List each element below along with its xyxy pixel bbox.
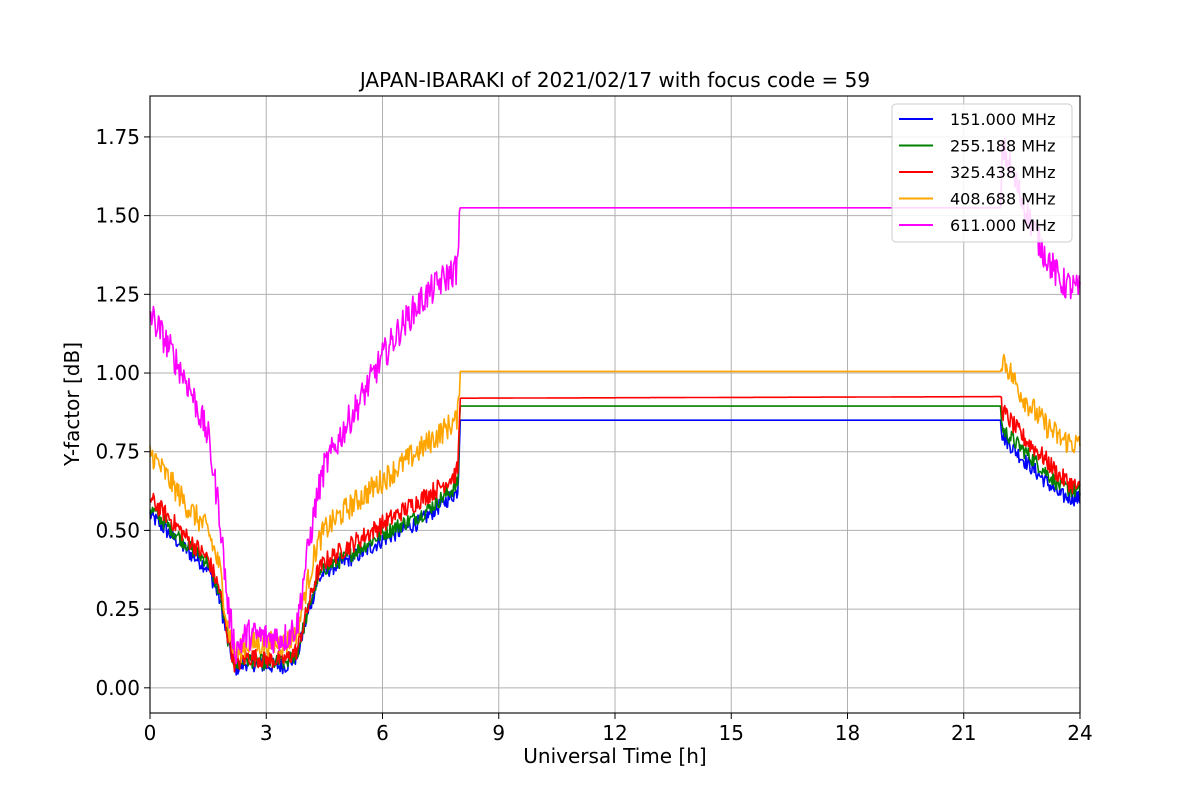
series-line-2 xyxy=(149,395,1081,673)
x-tick-label: 9 xyxy=(492,721,505,745)
x-tick-label: 24 xyxy=(1067,721,1092,745)
y-ticks: 0.00 0.25 0.50 0.75 1.00 1.25 1.50 1.75 xyxy=(95,125,150,700)
y-tick-label: 1.00 xyxy=(95,361,140,385)
legend-label: 255.188 MHz xyxy=(950,137,1055,156)
x-tick-label: 21 xyxy=(951,721,976,745)
legend-label: 325.438 MHz xyxy=(950,163,1055,182)
y-tick-label: 1.25 xyxy=(95,282,140,306)
y-tick-label: 0.25 xyxy=(95,597,140,621)
legend-label: 151.000 MHz xyxy=(950,110,1055,129)
y-tick-label: 1.75 xyxy=(95,125,140,149)
legend-box xyxy=(891,103,1073,243)
x-ticks: 0 3 6 9 12 15 18 21 24 xyxy=(144,713,1093,745)
x-axis-label: Universal Time [h] xyxy=(523,744,706,768)
legend-label: 611.000 MHz xyxy=(950,216,1055,235)
chart-title: JAPAN-IBARAKI of 2021/02/17 with focus c… xyxy=(358,68,870,92)
x-tick-label: 0 xyxy=(144,721,157,745)
x-tick-label: 3 xyxy=(260,721,273,745)
x-tick-label: 12 xyxy=(602,721,627,745)
y-tick-label: 0.00 xyxy=(95,676,140,700)
y-tick-label: 0.50 xyxy=(95,518,140,542)
legend: 151.000 MHz 255.188 MHz 325.438 MHz 408.688… xyxy=(891,103,1073,243)
y-axis-label: Y-factor [dB] xyxy=(60,342,84,467)
x-tick-label: 15 xyxy=(719,721,744,745)
series-line-3 xyxy=(149,353,1081,664)
y-tick-label: 1.50 xyxy=(95,204,140,228)
y-tick-label: 0.75 xyxy=(95,440,140,464)
x-tick-label: 18 xyxy=(835,721,860,745)
x-tick-label: 6 xyxy=(376,721,389,745)
legend-label: 408.688 MHz xyxy=(950,190,1055,209)
